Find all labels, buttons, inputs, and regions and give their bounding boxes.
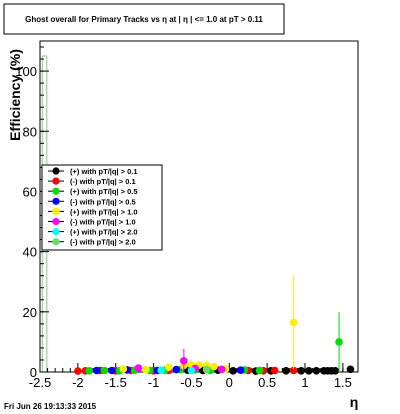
x-tick-label: -2 (72, 375, 84, 390)
footer-timestamp: Fri Jun 26 19:13:33 2015 (4, 402, 97, 411)
y-tick-label: 80 (23, 124, 37, 139)
data-point (229, 366, 237, 375)
series-8 (202, 365, 211, 374)
data-point (270, 366, 279, 375)
title-box (3, 3, 285, 35)
data-point (142, 365, 150, 374)
legend-entry-label: (+) with pT/|q| > 1.0 (70, 207, 138, 216)
legend-marker (52, 177, 60, 185)
legend-entry-label: (+) with pT/|q| > 2.0 (70, 228, 138, 237)
data-points-layer (74, 275, 355, 375)
data-point (217, 365, 226, 374)
x-tick-label: -2.5 (29, 375, 51, 390)
data-point (210, 362, 218, 371)
x-tick-label: 0 (226, 375, 233, 390)
data-point (282, 366, 290, 375)
x-tick-label: -1.5 (105, 375, 127, 390)
legend-marker (52, 228, 60, 236)
legend-box (41, 164, 163, 251)
legend-marker (52, 167, 60, 175)
x-tick-label: 1.5 (334, 375, 352, 390)
x-tick-label: -0.5 (180, 375, 202, 390)
axes: -2.5 -2 -1.5 -1 -0.5 0 0.5 1 1.5 0 20 40 60 80 100 (15, 46, 359, 390)
y-tick-label: 40 (23, 245, 37, 260)
data-point (134, 364, 143, 372)
legend-entry-label: (-) with pT/|q| > 0.5 (70, 197, 136, 206)
legend-entry-label: (+) with pT/|q| > 0.1 (70, 167, 138, 176)
data-point (289, 318, 298, 327)
legend-entry-label: (+) with pT/|q| > 0.5 (70, 187, 138, 196)
data-point (331, 366, 340, 375)
data-point (187, 366, 196, 375)
x-tick-label: 0.5 (258, 375, 276, 390)
data-point (236, 366, 245, 374)
chart-title: Ghost overall for Primary Tracks vs η at… (25, 15, 263, 24)
data-point (85, 366, 94, 375)
data-point (346, 365, 355, 374)
x-axis-title: η (350, 394, 359, 410)
data-point (289, 366, 298, 375)
y-tick-label: 20 (23, 305, 37, 320)
y-tick-label: 100 (15, 64, 37, 79)
y-axis-title: Efficiency (%) (7, 49, 23, 141)
legend-marker (52, 207, 60, 215)
legend-marker (52, 187, 60, 195)
legend-entry-label: (-) with pT/|q| > 2.0 (70, 238, 136, 247)
data-point (312, 366, 321, 375)
data-point (180, 357, 188, 365)
y-tick-label: 0 (30, 365, 37, 380)
data-point (108, 366, 116, 375)
data-point (74, 367, 82, 375)
x-tick-label: 1 (301, 375, 308, 390)
data-point (202, 365, 211, 374)
legend-entry-label: (-) with pT/|q| > 1.0 (70, 218, 136, 227)
x-tick-label: -1 (148, 375, 160, 390)
legend-marker (52, 217, 60, 226)
data-point (119, 365, 128, 373)
data-point (297, 366, 306, 375)
legend-marker (52, 197, 60, 205)
data-point (335, 338, 343, 346)
series-6 (134, 348, 226, 374)
data-point (92, 366, 101, 375)
legend-entry-label: (-) with pT/|q| > 0.1 (70, 177, 136, 186)
legend-marker (52, 238, 60, 246)
data-point (255, 366, 264, 375)
series-7 (157, 366, 196, 375)
y-tick-label: 60 (23, 184, 37, 199)
data-point (172, 365, 181, 374)
legend: (+) with pT/|q| > 0.1(-) with pT/|q| > 0… (41, 164, 163, 251)
data-point (164, 363, 173, 371)
data-point (157, 366, 165, 374)
data-point (304, 366, 313, 375)
data-point (100, 366, 109, 375)
